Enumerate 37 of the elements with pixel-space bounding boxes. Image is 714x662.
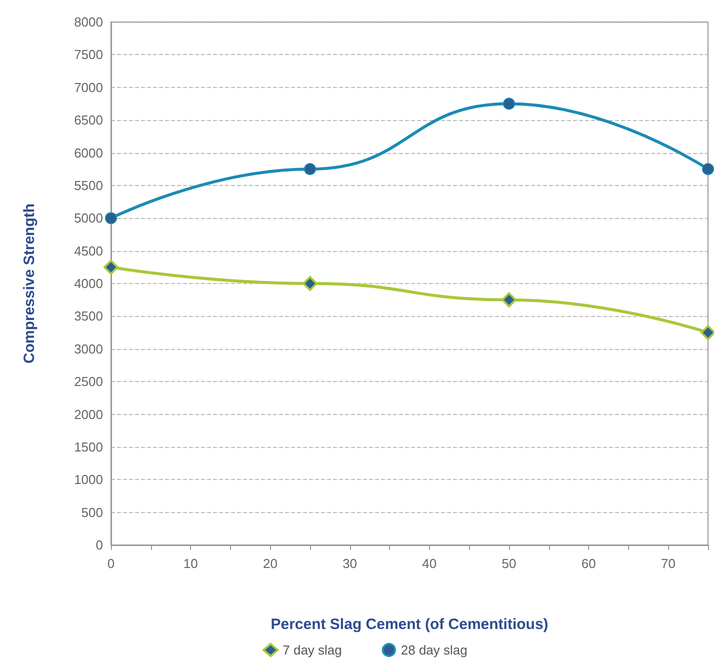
y-tick-label: 3000	[74, 341, 103, 356]
point	[503, 98, 515, 110]
y-axis-title: Compressive Strength	[21, 203, 38, 364]
point	[700, 325, 714, 340]
y-tick-label: 4000	[74, 276, 103, 291]
y-tick-label: 6000	[74, 145, 103, 160]
y-tick-label: 5000	[74, 210, 103, 226]
x-tick-label: 10	[183, 556, 198, 571]
x-axis-title: Percent Slag Cement (of Cementitious)	[270, 616, 548, 633]
y-tick-label: 1500	[74, 439, 103, 454]
x-tick-label: 50	[502, 556, 516, 571]
y-tick-label: 6500	[74, 112, 103, 128]
legend-label: 28 day slag	[400, 642, 468, 658]
legend-label: 7 day slag	[282, 642, 342, 658]
y-tick-label: 5500	[74, 178, 103, 193]
x-tick-label: 30	[342, 556, 358, 571]
y-tick-label: 4500	[74, 243, 103, 258]
point	[702, 163, 714, 176]
point	[304, 163, 316, 176]
x-tick-label: 70	[660, 556, 676, 571]
y-tick-label: 7500	[74, 47, 103, 62]
y-tick-label: 2000	[74, 406, 103, 422]
y-tick-label: 2500	[74, 374, 103, 390]
y-tick-label: 7000	[74, 80, 103, 95]
y-tick-label: 3500	[74, 308, 103, 324]
y-tick-label: 1000	[74, 472, 103, 488]
y-tick-label: 500	[81, 504, 103, 520]
x-tick-label: 40	[422, 556, 437, 571]
point	[105, 212, 117, 224]
x-tick-label: 60	[581, 556, 596, 571]
point	[104, 260, 118, 275]
y-tick-label: 0	[96, 538, 103, 552]
y-tick-label: 8000	[74, 14, 103, 30]
x-tick-label: 0	[107, 556, 115, 571]
point	[302, 276, 318, 291]
x-tick-label: 20	[262, 556, 278, 571]
point	[502, 292, 516, 308]
